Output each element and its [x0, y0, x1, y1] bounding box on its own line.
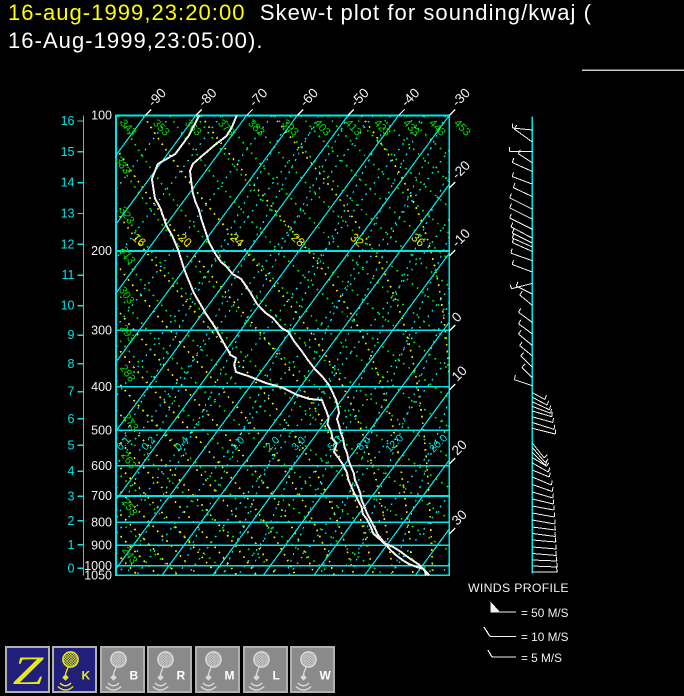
svg-text:4: 4 — [68, 464, 75, 478]
svg-text:0: 0 — [68, 561, 75, 575]
svg-text:= 10 M/S: = 10 M/S — [521, 630, 569, 644]
svg-text:16: 16 — [61, 114, 75, 128]
svg-text:400: 400 — [91, 380, 112, 394]
svg-text:= 5 M/S: = 5 M/S — [521, 651, 562, 665]
svg-text:1050: 1050 — [84, 569, 112, 583]
svg-text:R: R — [177, 669, 186, 683]
svg-text:M: M — [224, 669, 234, 683]
svg-text:K: K — [82, 669, 91, 683]
svg-text:300: 300 — [91, 324, 112, 338]
svg-text:500: 500 — [91, 423, 112, 437]
svg-text:7: 7 — [68, 385, 75, 399]
svg-text:100: 100 — [91, 109, 112, 123]
svg-text:700: 700 — [91, 489, 112, 503]
svg-text:W: W — [320, 669, 332, 683]
svg-text:6: 6 — [68, 412, 75, 426]
svg-text:9: 9 — [68, 328, 75, 342]
svg-text:11: 11 — [62, 268, 75, 282]
svg-text:1: 1 — [68, 538, 75, 552]
svg-text:10: 10 — [61, 299, 75, 313]
svg-text:= 50 M/S: = 50 M/S — [521, 606, 569, 620]
svg-text:14: 14 — [61, 176, 75, 190]
svg-text:15: 15 — [61, 145, 75, 159]
svg-text:L: L — [272, 669, 279, 683]
svg-text:Z: Z — [12, 649, 44, 693]
svg-text:B: B — [129, 669, 138, 683]
svg-text:1000: 1000 — [84, 559, 112, 573]
svg-text:800: 800 — [91, 515, 112, 529]
svg-text:12: 12 — [61, 237, 75, 251]
svg-text:WINDS PROFILE: WINDS PROFILE — [468, 581, 569, 595]
svg-text:13: 13 — [61, 207, 75, 221]
svg-text:5: 5 — [68, 438, 75, 452]
svg-text:900: 900 — [91, 538, 112, 552]
svg-text:3: 3 — [68, 489, 75, 503]
svg-text:600: 600 — [91, 459, 112, 473]
svg-text:2: 2 — [68, 514, 75, 528]
svg-text:8: 8 — [68, 357, 75, 371]
svg-text:200: 200 — [91, 244, 112, 258]
